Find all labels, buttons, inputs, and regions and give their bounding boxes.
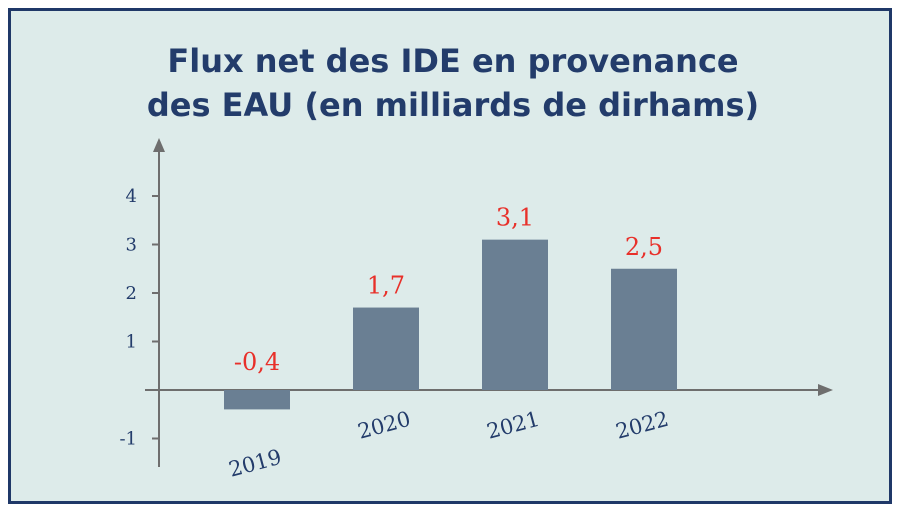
data-label: 1,7	[367, 272, 405, 300]
x-tick-label: 2022	[613, 407, 671, 444]
x-axis-arrow	[818, 384, 833, 396]
bar	[224, 390, 290, 410]
bar	[482, 239, 548, 390]
bar	[611, 268, 677, 390]
chart-title-line-1: Flux net des IDE en provenance	[167, 42, 739, 80]
chart-frame: Flux net des IDE en provenance des EAU (…	[8, 8, 892, 504]
y-tick-label: 2	[126, 283, 137, 304]
x-tick-label: 2020	[355, 407, 413, 444]
y-axis-arrow	[153, 138, 165, 152]
chart-title: Flux net des IDE en provenance des EAU (…	[11, 39, 895, 127]
y-tick-label: 1	[126, 332, 137, 353]
x-tick-label: 2021	[484, 407, 542, 444]
chart-title-line-2: des EAU (en milliards de dirhams)	[146, 86, 760, 124]
x-tick-label: 2019	[226, 445, 284, 482]
data-label: 3,1	[496, 204, 534, 232]
bar	[353, 307, 419, 390]
data-label: 2,5	[625, 233, 663, 261]
y-tick-label: 4	[126, 186, 137, 207]
y-tick-label: -1	[119, 429, 137, 450]
data-label: -0,4	[234, 348, 280, 376]
y-tick-label: 3	[126, 235, 137, 256]
